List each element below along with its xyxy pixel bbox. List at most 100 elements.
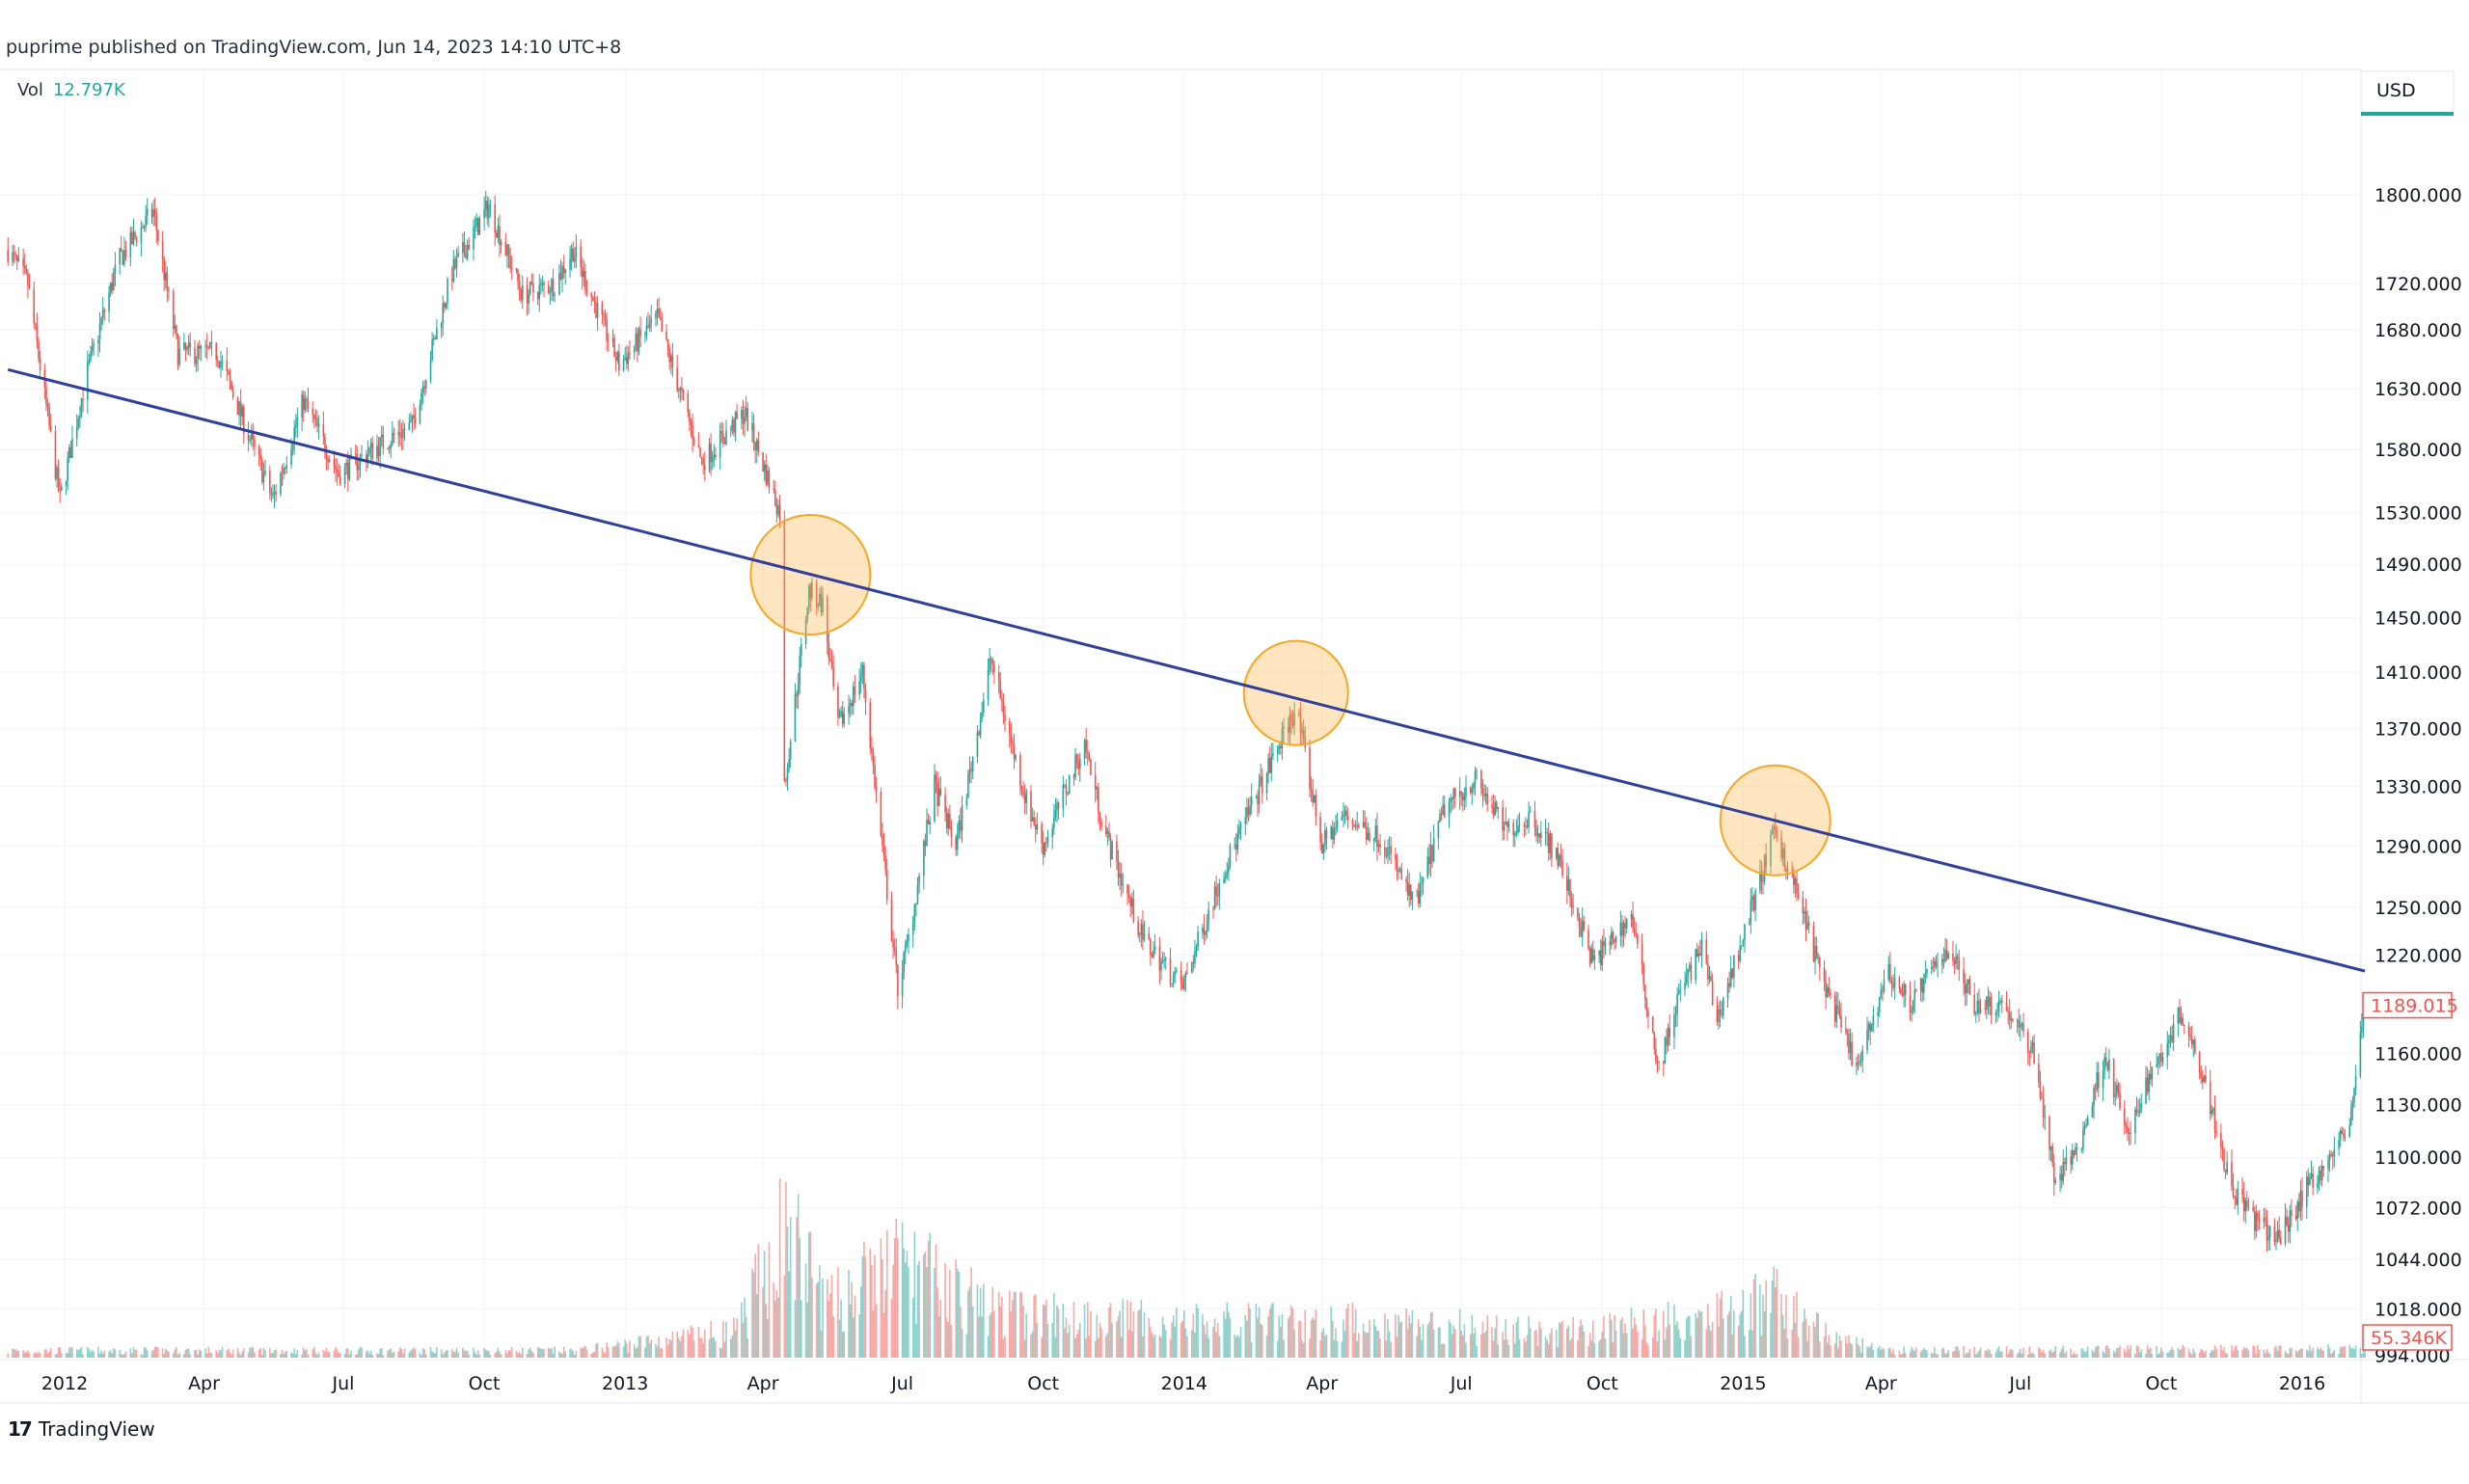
- candle-body: [573, 256, 576, 262]
- candle-body: [2148, 1073, 2151, 1093]
- candle-body: [2211, 1110, 2213, 1115]
- volume-bar: [687, 1330, 690, 1358]
- candle-body: [2255, 1212, 2258, 1231]
- candle-body: [1030, 791, 1032, 822]
- volume-bar: [875, 1304, 878, 1358]
- volume-bar: [15, 1351, 18, 1358]
- volume-bar: [1560, 1323, 1562, 1358]
- volume-bar: [1111, 1323, 1113, 1358]
- volume-bar: [1065, 1317, 1068, 1358]
- candle-body: [934, 774, 936, 823]
- candle-body: [2138, 1109, 2141, 1114]
- candle-body: [1042, 843, 1045, 855]
- volume-bar: [1194, 1332, 1196, 1358]
- volume-bar: [186, 1348, 188, 1358]
- candle-body: [944, 795, 946, 813]
- volume-bar: [1195, 1304, 1198, 1358]
- volume-bar: [1319, 1340, 1321, 1358]
- volume-bar: [45, 1349, 47, 1358]
- volume-bar: [1953, 1350, 1956, 1358]
- volume-bar: [1733, 1309, 1735, 1358]
- volume-bar: [2135, 1345, 2138, 1358]
- candle-body: [132, 231, 135, 244]
- candle-body: [143, 226, 146, 229]
- volume-bar: [184, 1350, 187, 1358]
- candle-body: [317, 424, 320, 427]
- candle-body: [2020, 1026, 2021, 1028]
- candle-body: [2268, 1226, 2271, 1238]
- candle-body: [7, 250, 10, 262]
- candle-body: [929, 822, 931, 824]
- volume-bar: [1979, 1347, 1982, 1358]
- price-axis[interactable]: 1800.0001720.0001680.0001630.0001580.000…: [2374, 185, 2462, 1367]
- volume-bar: [1182, 1310, 1185, 1358]
- volume-bar: [1643, 1325, 1646, 1358]
- volume-bar: [1437, 1327, 1440, 1358]
- volume-bar: [806, 1302, 808, 1358]
- volume-bar: [1287, 1318, 1289, 1358]
- candle-body: [773, 488, 775, 491]
- volume-bar: [2310, 1351, 2313, 1358]
- volume-bar: [155, 1346, 158, 1358]
- volume-bar: [1064, 1328, 1066, 1358]
- volume-bar: [1656, 1341, 1659, 1358]
- candle-body: [906, 940, 909, 945]
- volume-bar: [1346, 1304, 1349, 1358]
- candle-body: [1880, 989, 1883, 998]
- volume-bar: [1572, 1317, 1574, 1358]
- time-axis[interactable]: 2012 Apr Jul Oct 2013 Apr Jul Oct 2014 Apr Jul Oct 2…: [41, 1373, 2325, 1394]
- candle-body: [778, 504, 781, 521]
- volume-bar: [261, 1355, 263, 1358]
- footer[interactable]: 𝟭𝟳 TradingView: [8, 1417, 155, 1441]
- candle-body: [1450, 797, 1452, 803]
- candle-body: [1642, 963, 1644, 985]
- volume-bar: [2052, 1351, 2055, 1358]
- candle-body: [2287, 1225, 2290, 1232]
- candle-body: [2215, 1130, 2217, 1134]
- candle-body: [1818, 958, 1821, 968]
- trendline[interactable]: [7, 367, 2366, 973]
- volume-bar: [2296, 1351, 2299, 1358]
- volume-bar: [927, 1240, 930, 1358]
- volume-bar: [2044, 1353, 2047, 1358]
- candle-body: [2098, 1071, 2100, 1089]
- candle-body: [1322, 845, 1325, 854]
- volume-bar: [1169, 1338, 1172, 1358]
- candle-body: [2234, 1196, 2236, 1199]
- volume-bar: [592, 1352, 594, 1358]
- highlight-circle[interactable]: [1242, 639, 1349, 746]
- candle-body: [1333, 828, 1336, 840]
- candle-body: [1056, 802, 1058, 811]
- volume-bar: [2211, 1350, 2213, 1358]
- volume-bar: [1206, 1321, 1208, 1358]
- volume-bar: [103, 1350, 106, 1358]
- volume-bar: [778, 1178, 781, 1358]
- currency-label[interactable]: USD: [2360, 70, 2455, 117]
- candle-body: [1302, 730, 1305, 737]
- candle-body: [1313, 795, 1316, 803]
- volume-bar: [250, 1347, 253, 1358]
- candle-body: [80, 398, 83, 417]
- volume-bar: [189, 1354, 192, 1358]
- candle-body: [231, 382, 232, 391]
- volume-bar: [249, 1347, 251, 1358]
- volume-bar: [2005, 1346, 2008, 1358]
- volume-bar: [906, 1251, 909, 1358]
- volume-bar: [1126, 1300, 1128, 1358]
- time-tick-label: Oct: [1587, 1373, 1618, 1394]
- candle-body: [1421, 882, 1423, 884]
- candle-body: [970, 769, 972, 771]
- volume-bar: [1293, 1329, 1295, 1358]
- volume-bar: [216, 1353, 219, 1358]
- candle-body: [733, 419, 735, 433]
- volume-bar: [601, 1347, 604, 1358]
- candle-body: [1272, 753, 1274, 756]
- volume-bar: [1893, 1355, 1896, 1358]
- annotations[interactable]: [7, 367, 2366, 973]
- candle-body: [947, 813, 950, 828]
- candle-body: [1484, 793, 1487, 796]
- candle-body: [1132, 898, 1135, 922]
- candle-body: [1148, 932, 1151, 940]
- volume-bar: [2301, 1348, 2303, 1358]
